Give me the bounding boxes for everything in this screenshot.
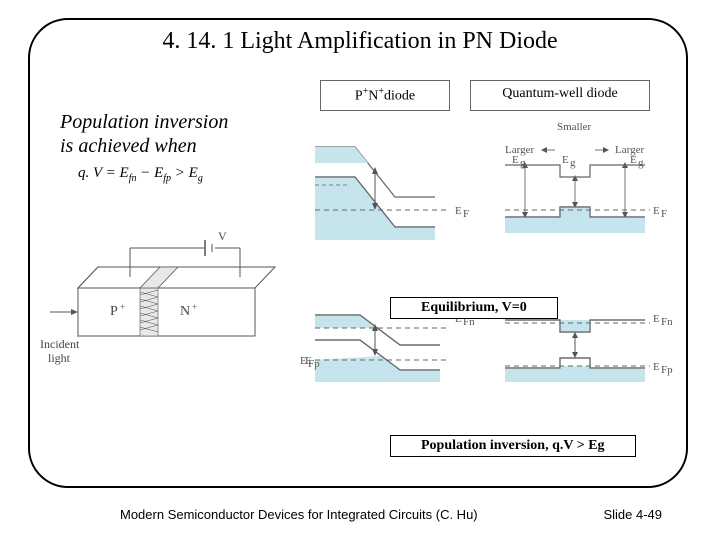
svg-text:Fn: Fn: [661, 316, 673, 328]
svg-text:g: g: [520, 157, 526, 169]
svg-text:P: P: [110, 304, 118, 319]
svg-text:E: E: [653, 361, 660, 373]
svg-text:E: E: [300, 355, 307, 367]
column-headers: P+N+diode Quantum-well diode: [300, 80, 670, 111]
svg-text:g: g: [638, 157, 644, 169]
svg-text:light: light: [48, 351, 71, 365]
pn-equilibrium-diagram: EF: [315, 147, 469, 240]
svg-text:N: N: [180, 304, 190, 319]
svg-text:Fp: Fp: [308, 358, 320, 370]
equilibrium-label: Equilibrium, V=0: [390, 297, 558, 319]
population-inversion-text: Population inversion is achieved when: [60, 110, 228, 158]
svg-text:E: E: [653, 313, 660, 325]
svg-text:F: F: [661, 208, 667, 220]
slide-title: 4. 14. 1 Light Amplification in PN Diode: [0, 28, 720, 55]
svg-text:Fp: Fp: [661, 364, 673, 376]
qw-inversion-diagram: EFn EFp: [505, 313, 673, 382]
inversion-label: Population inversion, q.V > Eg: [390, 435, 636, 457]
svg-text:E: E: [653, 205, 660, 217]
svg-text:F: F: [463, 208, 469, 220]
band-diagram-svg: EF Smaller Larger Larger Eg Eg Eg: [300, 115, 680, 415]
device-3d-diagram: P+ N+ Incident light V: [40, 220, 290, 350]
pop-inv-line1: Population inversion: [60, 110, 228, 134]
header-qw-diode: Quantum-well diode: [470, 80, 650, 111]
svg-text:V: V: [218, 229, 227, 243]
svg-text:E: E: [512, 154, 519, 166]
svg-text:E: E: [562, 154, 569, 166]
band-diagrams: EF Smaller Larger Larger Eg Eg Eg: [300, 115, 680, 385]
svg-text:Smaller: Smaller: [557, 121, 592, 133]
header-pn-diode: P+N+diode: [320, 80, 450, 111]
svg-text:Larger: Larger: [505, 144, 534, 156]
pop-inv-line2: is achieved when: [60, 134, 228, 158]
svg-text:g: g: [570, 157, 576, 169]
footer-slide-number: Slide 4-49: [603, 507, 662, 522]
svg-text:E: E: [455, 205, 462, 217]
footer-citation: Modern Semiconductor Devices for Integra…: [120, 507, 478, 522]
svg-text:+: +: [120, 302, 125, 312]
svg-text:E: E: [630, 154, 637, 166]
svg-text:+: +: [192, 302, 197, 312]
svg-text:Incident: Incident: [40, 337, 80, 351]
equation: q. V = Efn − Efp > Eg: [78, 165, 203, 184]
pn-inversion-diagram: EFn E: [305, 313, 475, 382]
qw-equilibrium-diagram: Smaller Larger Larger Eg Eg Eg EF: [505, 121, 667, 233]
